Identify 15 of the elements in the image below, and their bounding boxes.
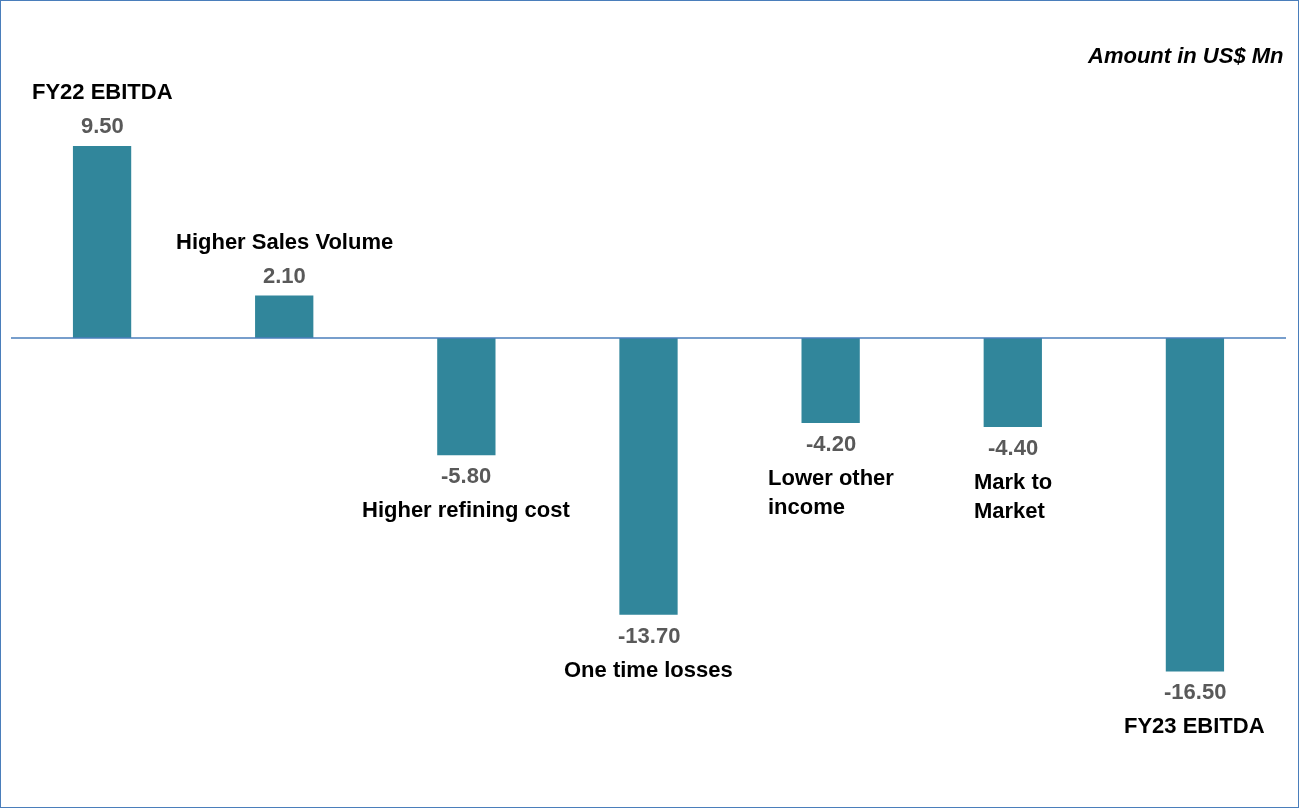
- data-label: -4.20: [806, 431, 857, 456]
- x-tick-label: One time losses: [564, 657, 733, 682]
- x-tick-label: FY22 EBITDA: [32, 79, 173, 104]
- data-label: -13.70: [618, 623, 681, 648]
- data-label: -5.80: [441, 463, 492, 488]
- data-label: 9.50: [81, 113, 124, 138]
- x-tick-label: Higher refining cost: [362, 497, 571, 522]
- x-tick-label: Mark to Market: [974, 469, 1053, 523]
- data-label: 2.10: [263, 263, 306, 288]
- data-label: -16.50: [1164, 679, 1227, 704]
- data-label: -4.40: [988, 435, 1039, 460]
- x-tick-label: Higher Sales Volume: [176, 229, 394, 254]
- text: Amount in US$ Mn: [1087, 43, 1284, 68]
- x-tick-label: Lower other income: [768, 465, 895, 519]
- x-tick-label: FY23 EBITDA: [1124, 713, 1265, 738]
